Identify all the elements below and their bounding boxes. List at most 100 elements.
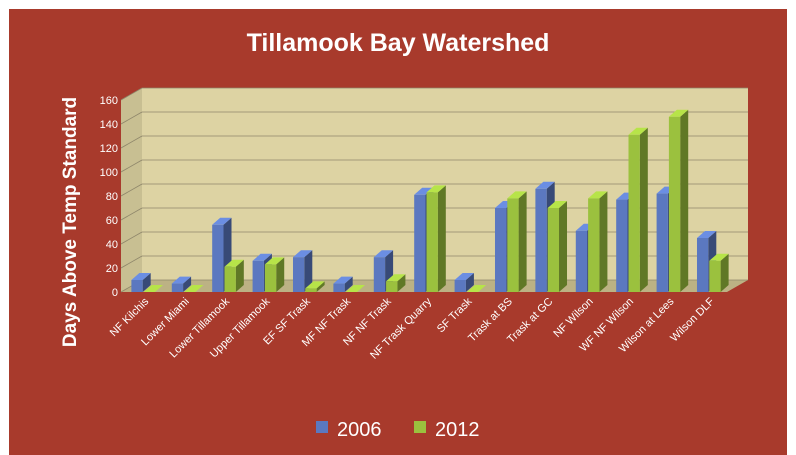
legend-swatch-2006: [316, 421, 328, 433]
bar-2012-nf-wilson: [588, 191, 608, 292]
bar-2012-lower-tillamook: [224, 259, 244, 292]
bar-top: [628, 127, 648, 135]
bar-side: [142, 273, 151, 292]
bar-side: [235, 259, 244, 292]
bar-top: [414, 187, 434, 195]
y-tick-label: 140: [100, 119, 118, 131]
bar-top: [507, 191, 527, 199]
bar-2012-trask-at-gc: [547, 201, 568, 292]
bar-top: [547, 201, 568, 208]
bar-top: [171, 276, 192, 284]
bar-2006-sf-trask: [454, 273, 474, 292]
bar-top: [426, 185, 446, 193]
bar-2012-nf-kilchis: [143, 285, 164, 292]
bar-2012-wilson-dlf: [709, 253, 729, 292]
bar-side: [183, 276, 192, 292]
bar-side: [276, 257, 285, 292]
y-tick-label: 20: [106, 263, 118, 275]
bar-top: [386, 274, 406, 282]
y-tick-label: 40: [106, 239, 118, 251]
bar-front: [171, 283, 184, 292]
y-tick-label: 160: [100, 95, 118, 107]
bar-top: [535, 181, 555, 189]
bar-2012-upper-tillamook: [264, 257, 285, 292]
bar-front: [588, 198, 600, 292]
bar-2006-lower-miami: [171, 276, 192, 292]
bar-front: [535, 188, 547, 292]
bar-side: [680, 109, 689, 292]
bar-front: [386, 281, 398, 292]
bar-front: [616, 199, 628, 292]
bar-2006-ef-sf-trask: [292, 250, 313, 292]
bar-side: [437, 185, 446, 292]
legend-swatch-2012: [414, 421, 426, 433]
y-tick-label: 0: [112, 287, 118, 299]
gridline-depth: [120, 135, 143, 149]
y-tick-label: 100: [100, 167, 118, 179]
bar-side: [397, 274, 406, 292]
bar-2012-wilson-at-lees: [668, 109, 689, 292]
bar-side: [559, 201, 568, 292]
bar-front: [264, 264, 277, 292]
bar-2012-ef-sf-trask: [305, 281, 325, 292]
bar-top: [131, 273, 151, 280]
bar-front: [709, 260, 721, 292]
bar-top: [212, 217, 232, 225]
bar-2012-sf-trask: [466, 285, 487, 292]
bar-front: [426, 192, 438, 292]
bar-front: [494, 208, 507, 292]
gridline-depth: [120, 207, 143, 221]
bar-side: [599, 191, 608, 292]
y-tick-label: 120: [100, 143, 118, 155]
bar-front: [547, 208, 560, 292]
bar-side: [518, 191, 527, 292]
bar-top: [373, 250, 394, 258]
bar-top: [466, 285, 487, 292]
legend-label-2006: 2006: [337, 419, 382, 441]
bar-front: [668, 116, 681, 292]
bar-2012-mf-nf-trask: [345, 285, 366, 292]
bar-2012-nf-nf-trask: [386, 274, 406, 292]
bar-side: [316, 281, 325, 292]
bar-front: [696, 238, 709, 292]
bar-2012-lower-miami: [184, 285, 204, 292]
bar-side: [304, 250, 313, 292]
gridline-depth: [120, 255, 143, 269]
bar-front: [252, 260, 264, 292]
bar-top: [184, 285, 204, 292]
bar-top: [143, 285, 164, 292]
bar-front: [333, 283, 345, 292]
gridline-depth: [120, 183, 143, 197]
bar-front: [373, 257, 386, 292]
bar-top: [305, 281, 325, 289]
bar-front: [628, 134, 640, 292]
bar-top: [252, 253, 272, 261]
bar-front: [224, 266, 236, 292]
y-tick-label: 80: [106, 191, 118, 203]
bars: [131, 109, 729, 292]
bar-2012-trask-at-bs: [507, 191, 527, 292]
bar-front: [292, 257, 305, 292]
y-axis-label: Days Above Temp Standard: [60, 97, 81, 347]
bar-top: [696, 231, 717, 238]
bar-front: [414, 194, 426, 292]
chart-title: Tillamook Bay Watershed: [247, 29, 550, 57]
bar-2006-nf-kilchis: [131, 273, 151, 292]
bar-top: [345, 285, 366, 292]
bar-front: [575, 230, 588, 292]
bar-side: [720, 253, 729, 292]
bar-top: [333, 276, 353, 284]
bar-front: [507, 198, 519, 292]
bar-side: [465, 273, 474, 292]
bar-top: [264, 257, 285, 265]
bar-2012-wf-nf-wilson: [628, 127, 648, 292]
bar-front: [454, 280, 466, 292]
bar-top: [668, 109, 689, 117]
gridline-depth: [120, 231, 143, 245]
bar-front: [656, 193, 668, 292]
bar-front: [212, 224, 224, 292]
bar-2012-nf-trask-quarry: [426, 185, 446, 292]
bar-top: [292, 250, 313, 258]
bar-side: [344, 276, 353, 292]
